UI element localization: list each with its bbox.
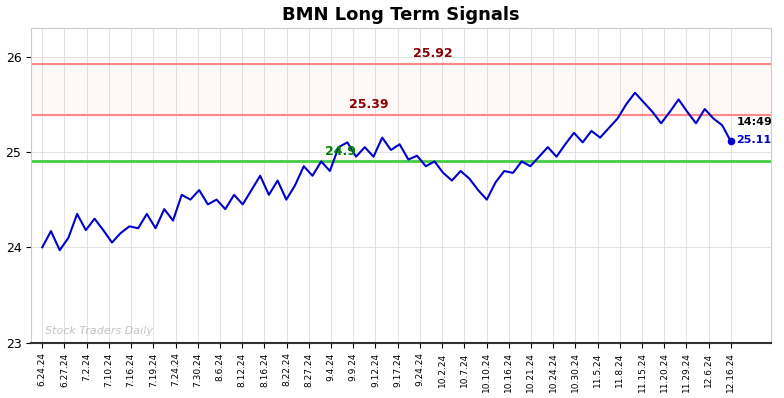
Text: 25.11: 25.11 (736, 135, 771, 144)
Bar (31, 64, 771, 115)
Text: 14:49: 14:49 (736, 117, 772, 127)
Text: 24.9: 24.9 (325, 144, 356, 158)
Text: Stock Traders Daily: Stock Traders Daily (45, 326, 153, 336)
Point (724, 138, 737, 144)
Title: BMN Long Term Signals: BMN Long Term Signals (282, 6, 520, 23)
Text: 25.39: 25.39 (350, 98, 389, 111)
Text: 25.92: 25.92 (413, 47, 453, 60)
